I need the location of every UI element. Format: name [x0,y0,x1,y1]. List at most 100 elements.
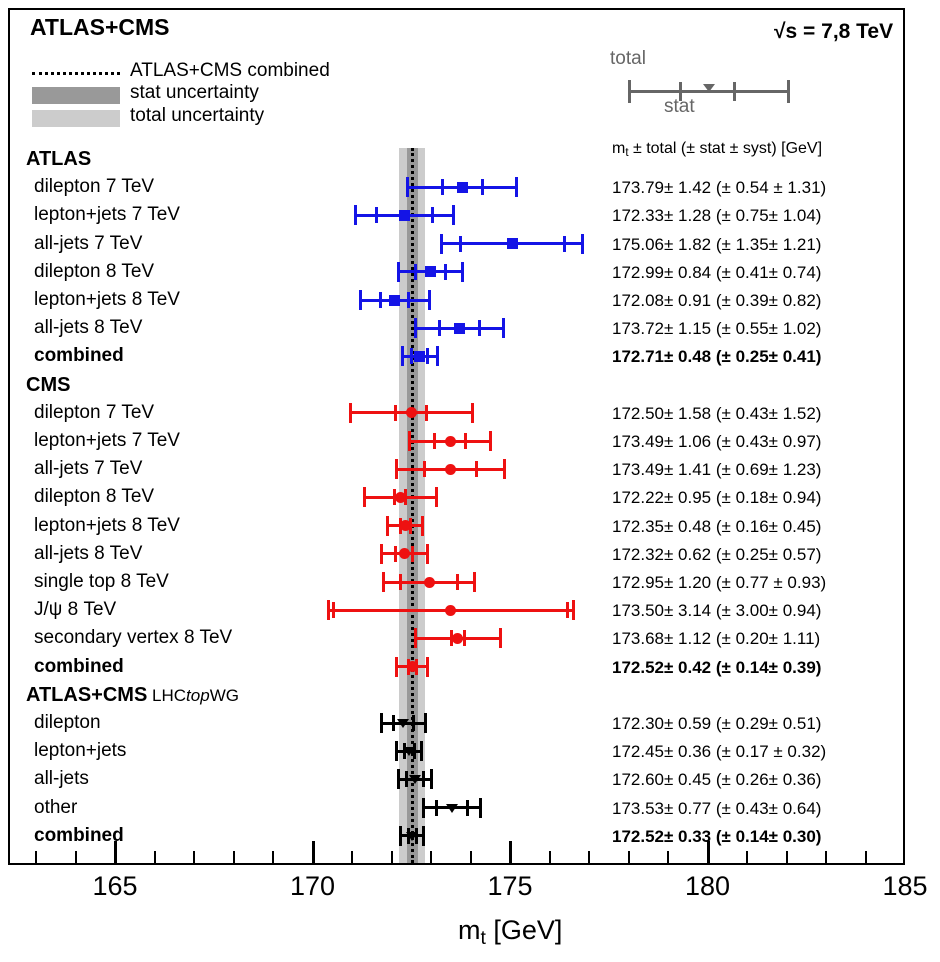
central-value-marker [452,632,464,644]
row-value-1-4: 172.35± 0.48 (± 0.16± 0.45) [612,516,822,536]
axis-tick-180 [706,841,710,863]
row-label-0-5: all-jets 8 TeV [34,317,143,339]
stat-error-tick-high [411,715,415,731]
stat-error-tick-high [456,574,460,590]
axis-tick-label-185: 185 [882,871,928,901]
stat-error-tick-high [407,292,411,308]
row-value-0-3: 172.99± 0.84 (± 0.41± 0.74) [612,262,822,282]
total-error-cap-high [435,346,439,367]
row-value-2-1: 172.45± 0.36 (± 0.17 ± 0.32) [612,742,827,762]
stat-error-tick-high [566,602,570,619]
total-uncertainty-swatch [32,110,120,127]
axis-tick-174 [469,851,472,863]
row-value-1-2: 173.49± 1.41 (± 0.69± 1.23) [612,460,822,480]
central-value-marker [444,463,456,475]
row-value-1-6: 172.95± 1.20 (± 0.77 ± 0.93) [612,573,827,592]
stat-error-tick-low [459,235,463,252]
central-value-marker [406,661,418,673]
total-error-cap-low [397,261,401,282]
total-error-cap-high [460,261,464,282]
total-error-cap-low [358,290,362,310]
axis-tick-label-180: 180 [685,871,731,901]
row-label-1-0: dilepton 7 TeV [34,401,155,423]
central-value-marker [445,604,457,616]
total-error-cap-low [379,543,383,564]
axis-tick-label-170: 170 [290,871,336,901]
total-error-cap-high [434,487,438,508]
axis-tick-173 [430,851,432,863]
row-label-2-1: lepton+jets [34,740,127,762]
axis-tick-182 [785,851,788,863]
total-error-cap-high [489,431,493,451]
row-value-0-6: 172.71± 0.48 (± 0.25± 0.41) [612,347,822,367]
stat-error-tick-low [398,574,402,590]
total-error-cap-low [414,318,417,339]
stat-error-tick-high [443,263,447,280]
total-error-cap-low [386,515,390,536]
stat-uncertainty-swatch [32,87,120,104]
stat-error-tick-low [379,292,383,308]
total-error-cap-high [515,177,519,198]
row-label-0-1: lepton+jets 7 TeV [34,204,180,226]
total-error-cap-low [348,402,352,423]
central-value-marker [397,719,410,728]
stat-error-tick-low [440,179,444,196]
stat-error-tick-low [433,433,437,449]
total-error-cap-high [499,628,503,649]
total-error-cap-low [397,769,401,790]
central-value-marker [389,294,401,306]
stat-error-tick-low [374,207,378,224]
stat-error-tick-high [462,630,466,647]
section-heading-atlas-cms-lhctopwg: ATLAS+CMS LHCtopWG [26,683,239,706]
total-error-cap-high [425,543,429,564]
axis-tick-171 [351,851,353,863]
axis-tick-184 [864,851,867,863]
section-heading-suffix: LHCtopWG [147,685,239,705]
central-value-marker [409,775,422,785]
central-value-marker [405,407,417,419]
central-value-marker [423,576,435,588]
central-value-marker [456,181,468,193]
stat-error-tick-high [411,545,414,562]
page-title: ATLAS+CMS [30,14,170,40]
total-error-cap-low [395,741,399,762]
central-value-marker [394,491,406,503]
axis-tick-176 [548,851,551,863]
stat-error-tick-high [431,207,435,224]
stat-error-tick-low [391,715,395,731]
central-value-marker [399,209,411,221]
stat-error-tick-high [478,320,482,337]
axis-tick-170 [311,841,315,863]
stat-error-tick-high [422,771,426,788]
total-error-cap-high [427,290,431,310]
total-error-cap-high [452,205,456,226]
axis-tick-168 [232,851,235,863]
row-value-1-3: 172.22± 0.95 (± 0.18± 0.94) [612,488,822,508]
row-value-0-2: 175.06± 1.82 (± 1.35± 1.21) [612,234,822,254]
total-error-cap-low [395,656,399,677]
row-value-2-4: 172.52± 0.33 (± 0.14± 0.30) [612,826,822,846]
row-value-2-3: 173.53± 0.77 (± 0.43± 0.64) [612,798,822,818]
stat-error-tick-high [464,433,468,449]
axis-tick-label-165: 165 [92,871,138,901]
row-label-1-3: dilepton 8 TeV [34,486,155,508]
total-error-cap-low [440,233,444,254]
row-label-1-6: single top 8 TeV [34,571,169,592]
row-value-0-0: 173.79± 1.42 (± 0.54 ± 1.31) [612,178,827,198]
row-label-2-4: combined [34,824,124,846]
row-label-0-6: combined [34,345,124,367]
total-error-cap-high [420,741,424,762]
stat-error-tick-high [465,799,469,816]
total-error-cap-high [423,713,427,733]
stat-error-tick-low [449,630,453,647]
row-value-1-7: 173.50± 3.14 (± 3.00± 0.94) [612,601,822,621]
stat-error-tick-low [423,461,427,478]
total-error-cap-low [381,572,385,592]
total-error-cap-low [394,459,398,480]
total-error-cap-high [470,402,474,423]
central-value-marker [414,350,426,362]
energy-label: √s = 7,8 TeV [774,20,894,43]
stat-error-tick-low [409,348,413,365]
stat-error-tick-low [394,545,398,562]
